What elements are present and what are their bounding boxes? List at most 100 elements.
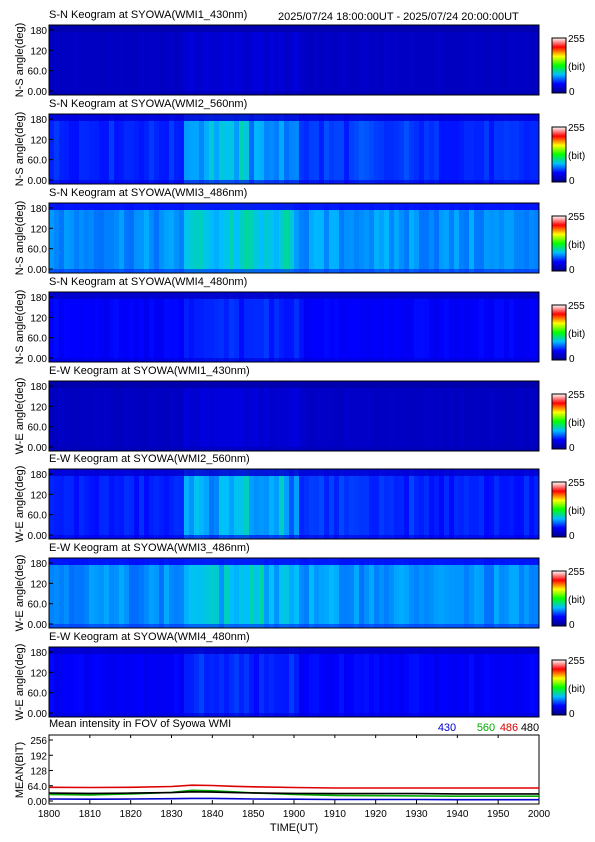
colorbar-max: 255 (568, 478, 585, 489)
keogram-title: S-N Keogram at SYOWA(WMI3_486nm) (49, 187, 247, 199)
keogram-panels: S-N Keogram at SYOWA(WMI1_430nm)18012060… (14, 9, 585, 720)
colorbar-unit: (bit) (568, 240, 585, 251)
colorbar (551, 570, 567, 627)
keogram-ytick: 60.0 (28, 423, 48, 434)
keogram-ytick: 0.00 (28, 87, 48, 98)
keogram-ylabel: W-E angle(deg) (14, 378, 26, 455)
colorbar-unit: (bit) (568, 151, 585, 162)
keogram-ytick: 0.00 (28, 265, 48, 276)
keogram-ytick: 120 (30, 135, 47, 146)
keogram-ytick: 0.00 (28, 531, 48, 542)
colorbar-min: 0 (569, 709, 575, 720)
keogram-ytick: 0.00 (28, 443, 48, 454)
y-tick-label: 0.00 (28, 797, 48, 808)
keogram-ytick: 60.0 (28, 245, 48, 256)
keogram-image (49, 558, 540, 628)
keogram-ytick: 180 (30, 382, 47, 393)
keogram-ytick: 180 (30, 648, 47, 659)
keogram-ylabel: W-E angle(deg) (14, 644, 26, 721)
keogram-ytick: 120 (30, 490, 47, 501)
keogram-title: S-N Keogram at SYOWA(WMI2_560nm) (49, 98, 247, 110)
keogram-panel: S-N Keogram at SYOWA(WMI1_430nm)180 120 60… (14, 9, 585, 98)
keogram-ylabel: W-E angle(deg) (14, 466, 26, 543)
keogram-image (49, 647, 540, 717)
colorbar-max: 255 (568, 567, 585, 578)
keogram-ytick: 120 (30, 46, 47, 57)
y-tick-label: 192 (30, 751, 47, 762)
colorbar-unit: (bit) (568, 418, 585, 429)
x-tick-label: 1820 (120, 809, 143, 820)
keogram-ytick: 120 (30, 668, 47, 679)
x-tick-label: 1800 (38, 809, 61, 820)
keogram-panel: S-N Keogram at SYOWA(WMI4_480nm)180 120 60… (14, 276, 585, 365)
keogram-ytick: 60.0 (28, 67, 48, 78)
x-tick-label: 1940 (446, 809, 469, 820)
keogram-title: S-N Keogram at SYOWA(WMI4_480nm) (49, 276, 247, 288)
colorbar-max: 255 (568, 390, 585, 401)
colorbar-min: 0 (569, 443, 575, 454)
keogram-ytick: 0.00 (28, 354, 48, 365)
keogram-image (49, 292, 540, 362)
colorbar-unit: (bit) (568, 506, 585, 517)
keogram-ytick: 60.0 (28, 334, 48, 345)
colorbar-min: 0 (569, 354, 575, 365)
keogram-ytick: 60.0 (28, 600, 48, 611)
keogram-ylabel: N-S angle(deg) (14, 112, 26, 187)
keogram-panel: E-W Keogram at SYOWA(WMI4_480nm)180 120 60… (14, 631, 585, 720)
keogram-image (49, 203, 540, 273)
keogram-ylabel: N-S angle(deg) (14, 290, 26, 365)
keogram-ylabel: N-S angle(deg) (14, 201, 26, 276)
legend-560: 560 (477, 722, 495, 734)
keogram-ytick: 180 (30, 204, 47, 215)
x-tick-label: 1910 (324, 809, 347, 820)
keogram-ytick: 180 (30, 559, 47, 570)
colorbar-min: 0 (569, 176, 575, 187)
keogram-panel: S-N Keogram at SYOWA(WMI2_560nm)180 120 60… (14, 98, 585, 187)
keogram-ytick: 120 (30, 313, 47, 324)
colorbar (551, 304, 567, 361)
colorbar-max: 255 (568, 212, 585, 223)
keogram-panel: E-W Keogram at SYOWA(WMI2_560nm)180 120 60… (14, 453, 585, 542)
y-tick-label: 64.0 (28, 782, 48, 793)
series-line-486 (48, 784, 539, 789)
keogram-image (49, 469, 540, 539)
y-axis-label: MEAN(BIT) (14, 742, 26, 798)
legend-486: 486 (500, 722, 518, 734)
x-tick-label: 2000 (528, 809, 551, 820)
x-tick-label: 1930 (405, 809, 428, 820)
colorbar-min: 0 (569, 87, 575, 98)
colorbar-max: 255 (568, 656, 585, 667)
keogram-title: E-W Keogram at SYOWA(WMI4_480nm) (49, 631, 250, 643)
y-tick-labels: 256 192 128 64.0 0.00 (28, 736, 53, 808)
keogram-ytick: 120 (30, 224, 47, 235)
keogram-ytick: 0.00 (28, 709, 48, 720)
x-tick-label: 1950 (487, 809, 510, 820)
colorbar (551, 126, 567, 183)
series-line-480 (48, 790, 539, 795)
keogram-panel: E-W Keogram at SYOWA(WMI1_430nm)180 120 60… (14, 365, 585, 454)
series-line-430 (48, 797, 539, 801)
keogram-ytick: 60.0 (28, 156, 48, 167)
keogram-title: S-N Keogram at SYOWA(WMI1_430nm) (49, 9, 247, 21)
x-axis-label: TIME(UT) (270, 822, 318, 834)
x-tick-label: 1900 (283, 809, 306, 820)
keogram-image (49, 381, 540, 451)
colorbar-min: 0 (569, 531, 575, 542)
keogram-ylabel: N-S angle(deg) (14, 23, 26, 98)
keogram-ytick: 180 (30, 470, 47, 481)
legend-480: 480 (521, 722, 539, 734)
colorbar (551, 215, 567, 272)
keogram-panel: S-N Keogram at SYOWA(WMI3_486nm)180 120 60… (14, 187, 585, 276)
y-tick-label: 128 (30, 767, 47, 778)
colorbar-max: 255 (568, 123, 585, 134)
keogram-ytick: 180 (30, 26, 47, 37)
line-series-group (48, 784, 539, 801)
x-tick-label: 1850 (242, 809, 265, 820)
keogram-title: E-W Keogram at SYOWA(WMI1_430nm) (49, 365, 250, 377)
keogram-ytick: 180 (30, 115, 47, 126)
x-tick-label: 1920 (365, 809, 388, 820)
keogram-ytick: 0.00 (28, 620, 48, 631)
colorbar (551, 659, 567, 716)
keogram-title: E-W Keogram at SYOWA(WMI3_486nm) (49, 542, 250, 554)
